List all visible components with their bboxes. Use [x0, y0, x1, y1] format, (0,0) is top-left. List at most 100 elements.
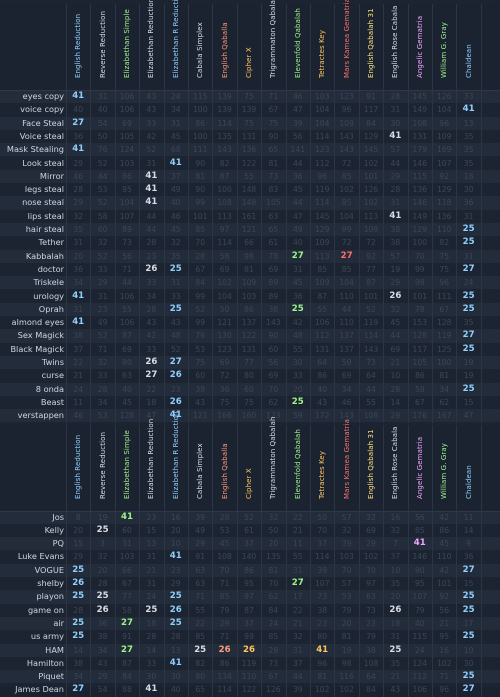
- value-cell[interactable]: 39: [317, 565, 328, 575]
- table-row[interactable]: almond eyes 41 49 106 43 43 99 121 137 143 42 106 11…: [0, 316, 500, 329]
- value-cell[interactable]: 107: [314, 579, 330, 588]
- value-cell[interactable]: 49: [97, 318, 108, 328]
- value-cell[interactable]: 41: [169, 410, 182, 421]
- value-cell[interactable]: 34: [73, 278, 84, 288]
- value-cell[interactable]: 107: [436, 158, 452, 168]
- value-cell[interactable]: 70: [317, 525, 328, 535]
- value-cell[interactable]: 84: [268, 605, 279, 615]
- value-cell[interactable]: 131: [241, 344, 257, 354]
- value-cell[interactable]: 129: [363, 131, 379, 141]
- value-cell[interactable]: 137: [339, 344, 354, 354]
- value-cell[interactable]: 25: [72, 591, 85, 602]
- value-cell[interactable]: 123: [339, 92, 354, 101]
- value-cell[interactable]: 176: [412, 411, 428, 421]
- value-cell[interactable]: 31: [73, 238, 84, 248]
- value-cell[interactable]: 135: [266, 552, 281, 562]
- value-cell[interactable]: 31: [97, 92, 108, 101]
- value-cell[interactable]: 75: [219, 397, 230, 407]
- value-cell[interactable]: 105: [119, 131, 135, 141]
- value-cell[interactable]: 91: [195, 552, 206, 562]
- value-cell[interactable]: 28: [146, 238, 157, 248]
- value-cell[interactable]: 49: [170, 185, 181, 195]
- value-cell[interactable]: 25: [462, 343, 475, 354]
- value-cell[interactable]: 35: [170, 251, 181, 261]
- value-cell[interactable]: 31: [170, 118, 181, 128]
- value-cell[interactable]: 123: [266, 411, 281, 421]
- value-cell[interactable]: 70: [268, 579, 279, 588]
- value-cell[interactable]: 67: [268, 672, 279, 682]
- value-cell[interactable]: 62: [439, 397, 450, 407]
- value-cell[interactable]: 114: [217, 238, 232, 248]
- value-cell[interactable]: 20: [268, 539, 279, 549]
- value-cell[interactable]: 115: [412, 632, 428, 642]
- table-row[interactable]: Piquet 34 29 84 30 30 80 134 110 67 44 81 116 64 21 112…: [0, 670, 500, 684]
- value-cell[interactable]: 25: [462, 237, 475, 248]
- value-cell[interactable]: 126: [266, 685, 281, 695]
- value-cell[interactable]: 92: [366, 251, 376, 261]
- value-cell[interactable]: 99: [195, 198, 206, 208]
- value-cell[interactable]: 44: [146, 225, 157, 234]
- value-cell[interactable]: 13: [170, 645, 181, 655]
- value-cell[interactable]: 113: [363, 211, 379, 221]
- value-cell[interactable]: 161: [241, 211, 257, 221]
- value-cell[interactable]: 70: [219, 565, 230, 575]
- value-cell[interactable]: 50: [219, 304, 230, 314]
- value-cell[interactable]: 25: [169, 617, 182, 628]
- value-cell[interactable]: 70: [414, 251, 425, 261]
- column-header[interactable]: Cipher X: [237, 4, 261, 90]
- value-cell[interactable]: 37: [73, 344, 84, 354]
- value-cell[interactable]: 23: [170, 384, 181, 394]
- value-cell[interactable]: 45: [219, 539, 230, 549]
- value-cell[interactable]: 41: [145, 684, 158, 695]
- value-cell[interactable]: 102: [217, 278, 232, 288]
- value-cell[interactable]: 67: [414, 397, 425, 407]
- value-cell[interactable]: 11: [73, 397, 84, 407]
- value-cell[interactable]: 25: [462, 383, 475, 394]
- value-cell[interactable]: 28: [146, 304, 157, 314]
- value-cell[interactable]: 109: [363, 225, 379, 234]
- value-cell[interactable]: 121: [217, 318, 232, 328]
- value-cell[interactable]: 79: [366, 632, 376, 642]
- value-cell[interactable]: 31: [73, 304, 84, 314]
- value-cell[interactable]: 67: [268, 105, 279, 115]
- value-cell[interactable]: 87: [122, 658, 132, 668]
- value-cell[interactable]: 18: [463, 171, 474, 181]
- value-cell[interactable]: 28: [146, 632, 157, 642]
- value-cell[interactable]: 34: [97, 645, 108, 655]
- column-header[interactable]: Chaldean: [456, 4, 480, 90]
- value-cell[interactable]: 65: [268, 145, 279, 155]
- value-cell[interactable]: 85: [414, 525, 425, 535]
- table-row[interactable]: Jos 8 19 41 23 16 39 28 52 32 22 50 57 32 16 56 42 11: [0, 510, 500, 524]
- value-cell[interactable]: 41: [389, 210, 402, 221]
- value-cell[interactable]: 55: [317, 304, 328, 314]
- value-cell[interactable]: 25: [389, 644, 402, 655]
- value-cell[interactable]: 28: [390, 185, 401, 195]
- value-cell[interactable]: 143: [339, 145, 354, 155]
- value-cell[interactable]: 52: [366, 304, 376, 314]
- value-cell[interactable]: 36: [463, 552, 474, 562]
- value-cell[interactable]: 21: [146, 565, 157, 575]
- value-cell[interactable]: 86: [244, 304, 254, 314]
- value-cell[interactable]: 25: [72, 617, 85, 628]
- value-cell[interactable]: 83: [268, 185, 279, 195]
- value-cell[interactable]: 25: [169, 263, 182, 274]
- value-cell[interactable]: 7: [392, 539, 398, 549]
- value-cell[interactable]: 21: [292, 525, 303, 535]
- table-row[interactable]: Mirror 46 44 86 41 37 81 87 55 73 36 96 85 101 29 115 92…: [0, 169, 500, 184]
- value-cell[interactable]: 78: [268, 251, 279, 261]
- value-cell[interactable]: 31: [292, 565, 303, 575]
- value-cell[interactable]: 60: [268, 344, 279, 354]
- value-cell[interactable]: 28: [219, 512, 230, 522]
- value-cell[interactable]: 27: [462, 263, 475, 274]
- value-cell[interactable]: 75: [195, 358, 206, 367]
- column-header[interactable]: Elizabethan Simple: [115, 425, 139, 511]
- table-row[interactable]: Oprah 31 23 55 28 25 52 50 86 38 25 55 44 52 32 78 67 25: [0, 302, 500, 317]
- column-header[interactable]: Tetractes Key: [310, 4, 334, 90]
- value-cell[interactable]: 55: [244, 171, 254, 181]
- value-cell[interactable]: 39: [292, 118, 303, 128]
- value-cell[interactable]: 14: [73, 645, 84, 655]
- value-cell[interactable]: 69: [268, 264, 279, 274]
- column-header[interactable]: Reverse Reduction: [90, 4, 114, 90]
- table-row[interactable]: VOGUE 25 20 66 21 23 63 70 86 81 31 39 70 70 10 90 42 27: [0, 563, 500, 577]
- value-cell[interactable]: 63: [195, 579, 206, 588]
